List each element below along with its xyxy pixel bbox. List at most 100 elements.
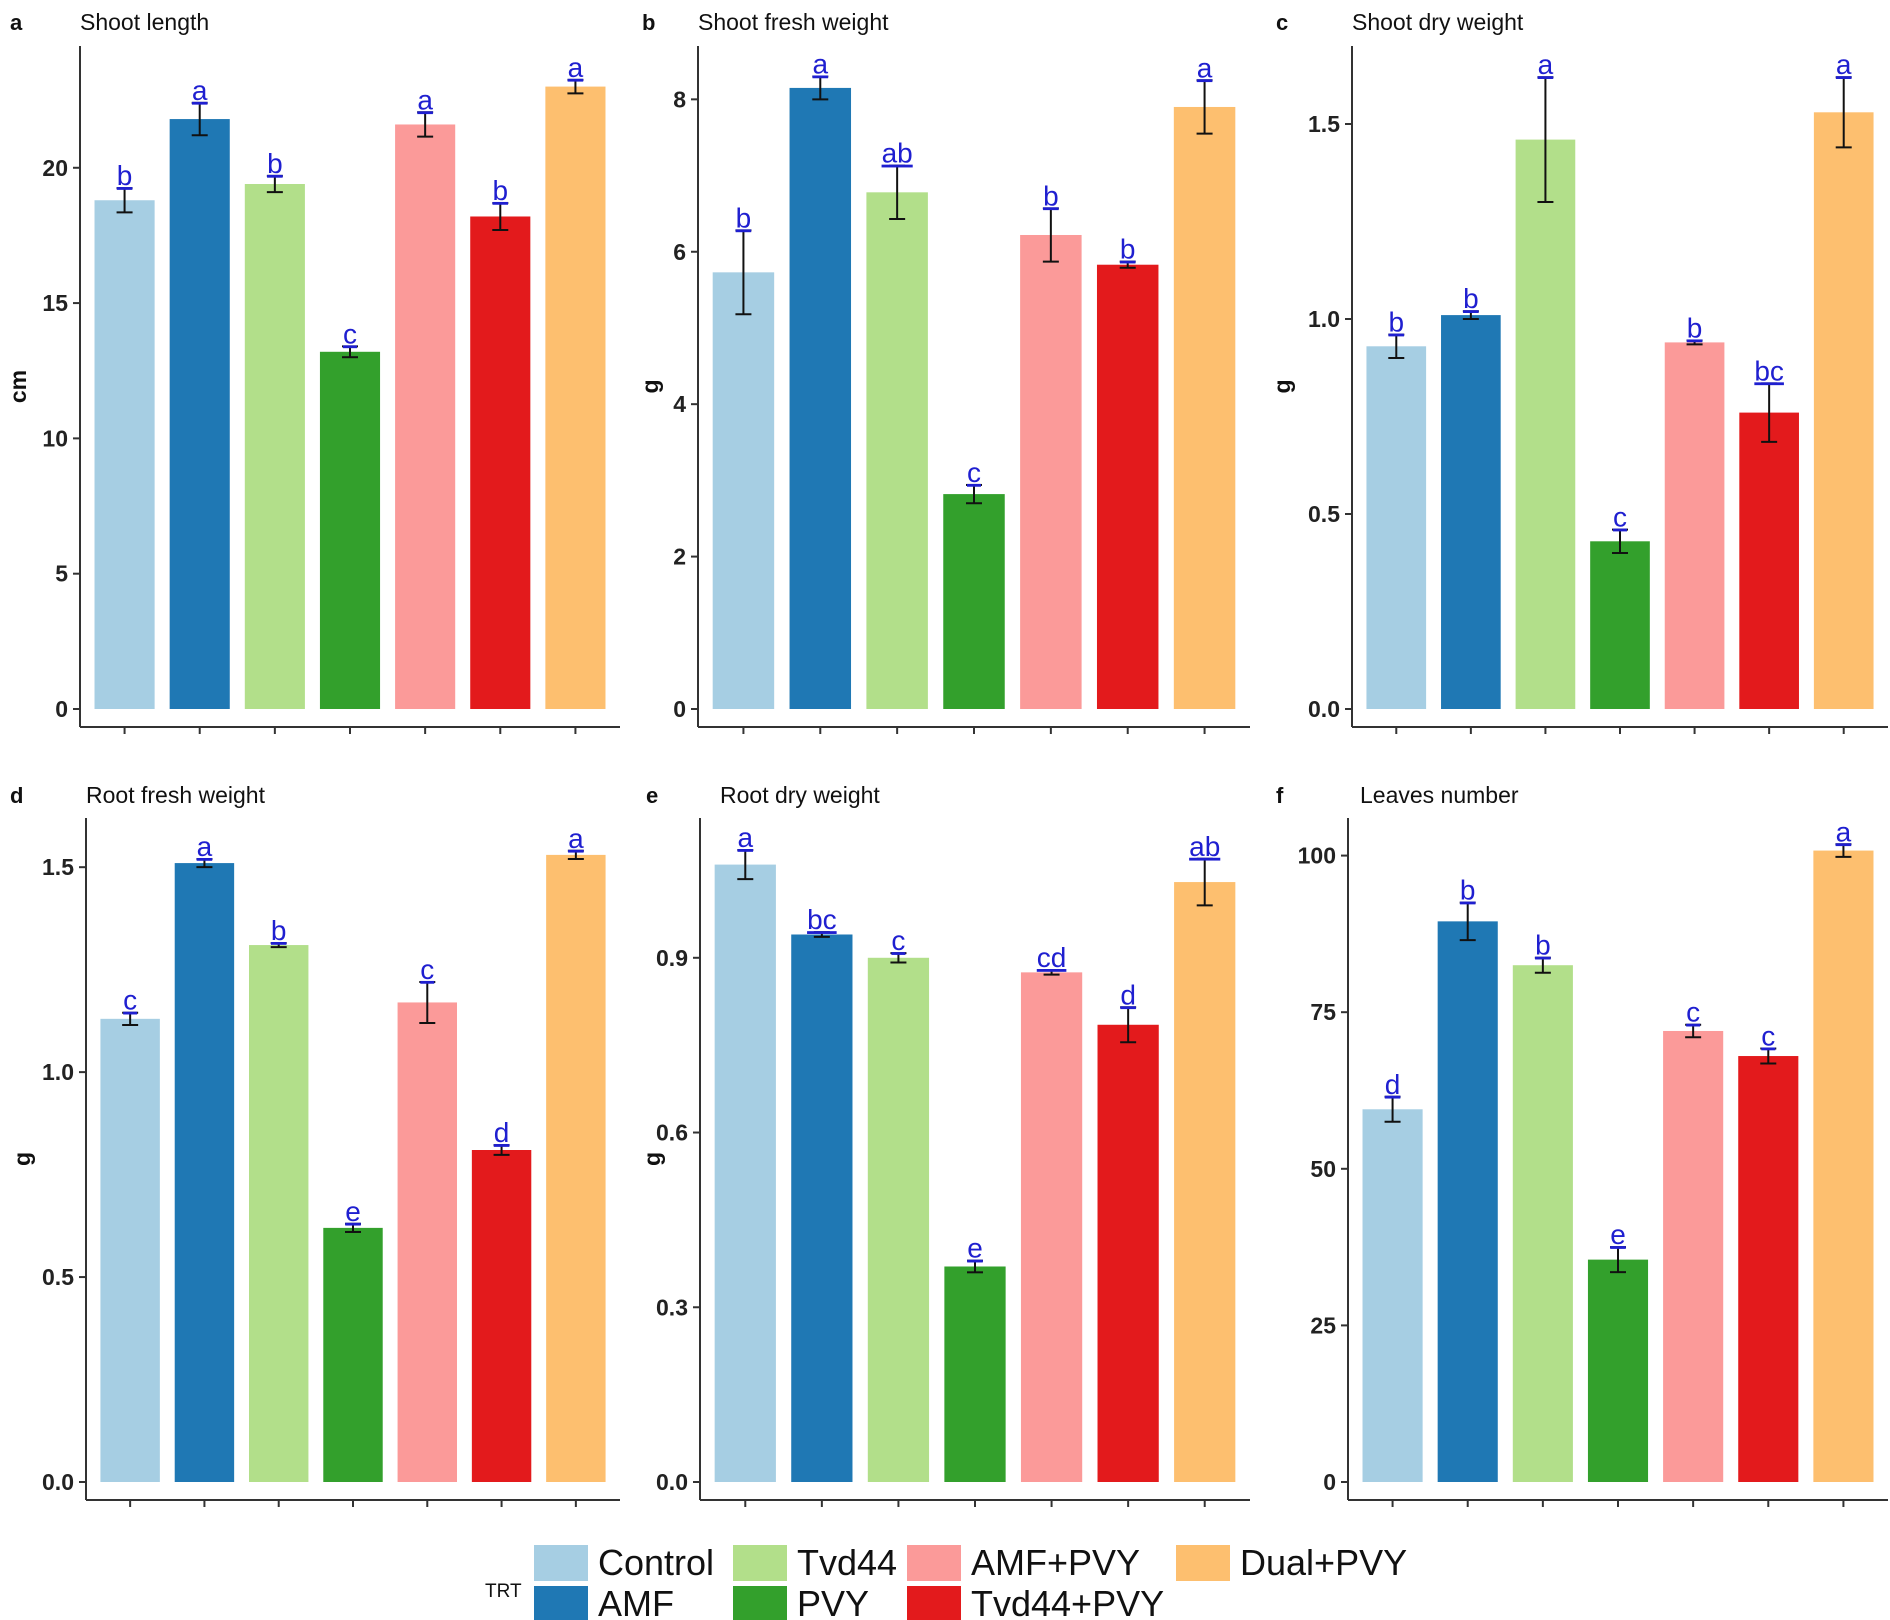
legend-swatch-pvy [733,1586,787,1620]
significance-label: c [123,985,137,1016]
significance-label: e [345,1196,361,1227]
bar-amf-pvy [1664,342,1725,709]
y-tick-label: 0.6 [656,1120,688,1146]
bar-tvd44 [867,957,930,1482]
y-tick-label: 75 [1310,999,1336,1025]
significance-label: a [568,52,584,83]
significance-label: b [267,148,283,179]
significance-label: e [967,1233,983,1264]
bar-pvy [943,494,1005,709]
panel-b: b Shoot fresh weight g 0 2 4 6 8 b a ab c b b a [637,9,1250,734]
significance-label: b [117,160,133,191]
bar-amf [169,119,230,709]
significance-label: d [1385,1069,1401,1100]
bar-control [1362,1109,1423,1482]
legend-label: Dual+PVY [1240,1542,1407,1583]
bar-tvd44 [1515,139,1576,710]
bar-pvy [944,1266,1006,1482]
significance-label: b [271,915,287,946]
legend-swatch-amf-pvy [907,1545,961,1581]
significance-label: b [1687,312,1703,343]
significance-label: a [568,823,584,854]
bar-dual-pvy [1813,850,1874,1482]
legend-label: AMF [598,1583,674,1620]
bar-tvd44-pvy [1739,412,1799,709]
legend-label: AMF+PVY [971,1542,1140,1583]
bar-pvy [1590,541,1650,709]
y-axis-label: g [639,1152,665,1166]
significance-label: ab [882,138,913,169]
legend-label: PVY [797,1583,869,1620]
panel-title: Leaves number [1360,782,1519,808]
y-tick-label: 1.0 [42,1059,74,1085]
panel-letter: d [10,783,23,808]
bar-dual-pvy [1174,882,1236,1482]
y-tick-label: 0 [673,696,686,722]
significance-label: a [197,831,213,862]
y-tick-label: 4 [673,391,686,417]
y-tick-label: 100 [1298,843,1336,869]
y-tick-label: 50 [1310,1156,1336,1182]
bar-dual-pvy [1173,106,1236,709]
y-tick-label: 10 [42,425,68,451]
significance-label: c [1686,997,1700,1028]
significance-label: b [1463,283,1479,314]
significance-label: c [343,318,357,349]
legend-title: TRT [485,1581,522,1602]
bar-dual-pvy [1813,112,1874,710]
legend-swatch-control [534,1545,588,1581]
bar-pvy [319,351,381,709]
significance-label: c [891,925,905,956]
y-tick-label: 0.5 [42,1264,74,1290]
significance-label: a [812,48,828,79]
significance-label: a [1836,816,1852,847]
panel-title: Shoot length [80,9,209,35]
bar-amf-pvy [1020,234,1082,709]
bar-amf [174,863,235,1482]
y-axis-label: cm [5,370,31,403]
significance-label: a [1538,49,1554,80]
panel-letter: a [10,10,23,35]
panel-title: Root dry weight [720,782,880,808]
panel-letter: e [646,783,658,808]
y-tick-label: 1.0 [1308,306,1340,332]
bar-control [100,1018,160,1482]
bar-amf [789,87,852,709]
y-tick-label: 1.5 [42,854,74,880]
significance-label: b [1460,875,1476,906]
significance-label: e [1610,1219,1626,1250]
y-tick-label: 0.3 [656,1294,688,1320]
bar-amf [1437,921,1498,1482]
significance-label: d [494,1117,510,1148]
y-tick-label: 2 [673,544,686,570]
bar-control [94,200,155,710]
panel-d: d Root fresh weight g 0.0 0.5 1.0 1.5 c a b e c d a [9,782,620,1507]
bar-tvd44 [244,184,305,710]
significance-label: b [492,175,508,206]
bar-amf-pvy [1020,972,1083,1482]
bar-pvy [323,1227,383,1482]
y-tick-label: 5 [55,561,68,587]
significance-label: a [1197,52,1213,83]
y-tick-label: 1.5 [1308,111,1340,137]
legend-label: Tvd44+PVY [971,1583,1164,1620]
significance-label: b [1043,180,1059,211]
bar-control [712,272,775,709]
bar-control [714,864,776,1482]
y-tick-label: 0 [55,696,68,722]
significance-label: ab [1189,831,1220,862]
y-tick-label: 0.0 [1308,696,1340,722]
panel-f: f Leaves number 0 25 50 75 100 d b b e c c a [1276,782,1888,1507]
bar-pvy [1587,1259,1649,1482]
significance-label: c [420,954,434,985]
bar-tvd44-pvy [1738,1056,1799,1482]
panel-e: e Root dry weight g 0.0 0.3 0.6 0.9 a bc c e cd d ab [639,782,1250,1507]
bar-control [1366,346,1427,709]
significance-label: a [417,84,433,115]
bar-tvd44-pvy [1096,264,1159,709]
significance-label: bc [1754,355,1784,386]
y-tick-label: 0.5 [1308,501,1340,527]
panel-letter: f [1276,783,1284,808]
y-tick-label: 8 [673,86,686,112]
